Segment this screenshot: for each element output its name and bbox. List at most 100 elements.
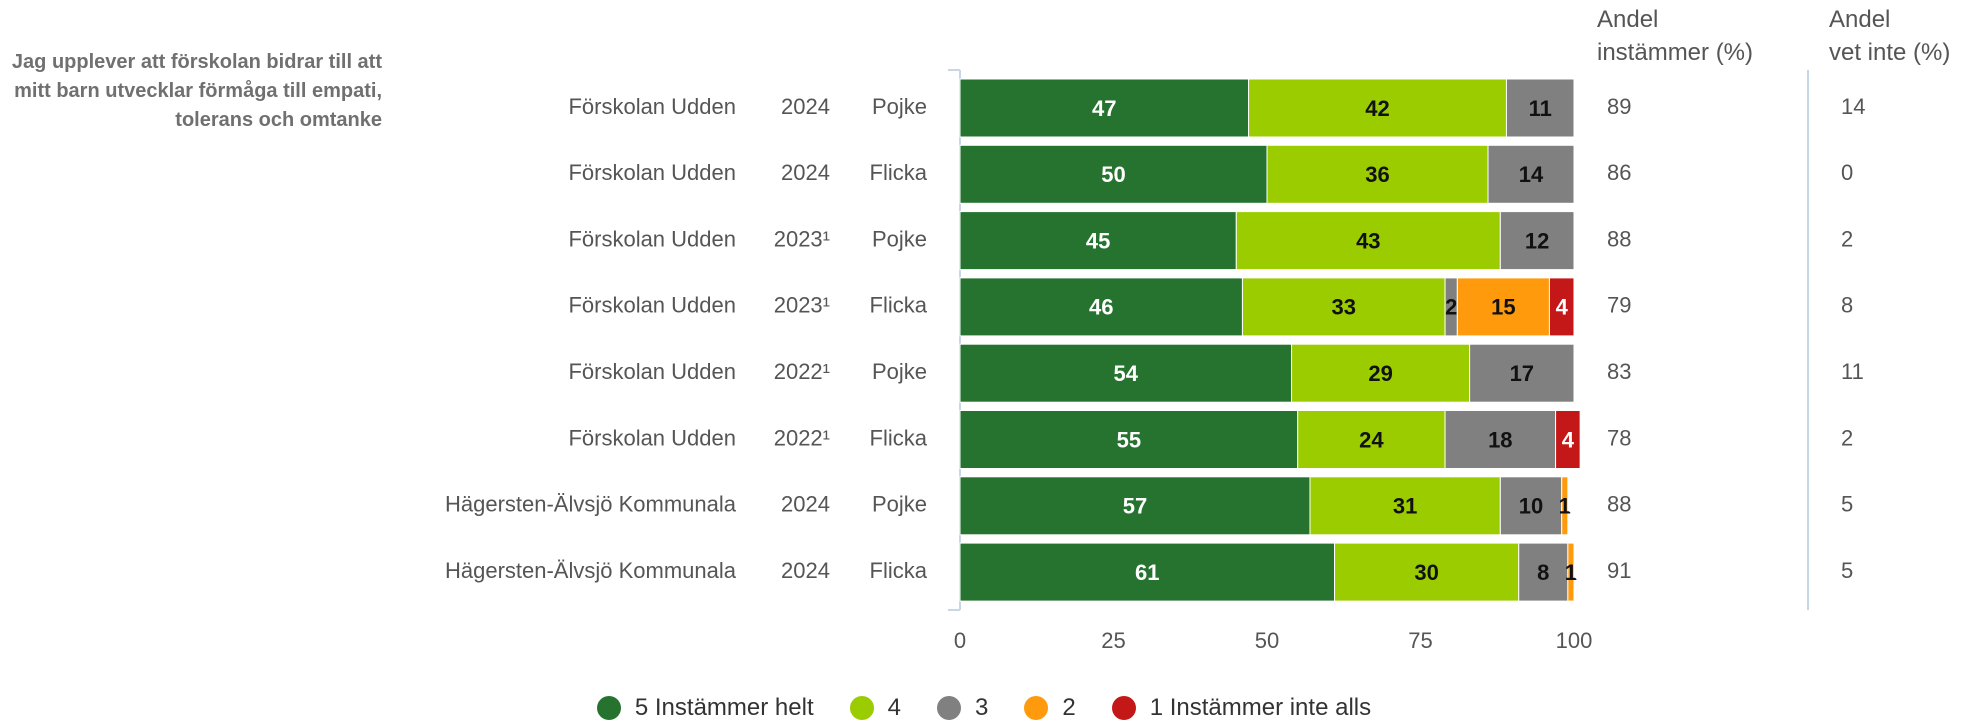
bar-segment: [959, 144, 1268, 204]
row-label-gender: Flicka: [870, 293, 928, 318]
bar-value-label: 61: [1135, 560, 1159, 585]
legend-swatch: [1024, 696, 1049, 720]
row-label-year: 2024: [781, 94, 830, 119]
header-andel-vet-inte-line2: vet inte (%): [1829, 39, 1950, 66]
bar-value-label: 2: [1445, 295, 1457, 320]
bar-value-label: 17: [1510, 361, 1534, 386]
bar-value-label: 0: [1573, 165, 1583, 185]
bar-value-label: 47: [1092, 96, 1116, 121]
bar-value-label: 18: [1488, 427, 1512, 452]
row-label-year: 2023¹: [774, 226, 830, 251]
bar-segment: [1456, 277, 1550, 337]
row-label-gender: Flicka: [870, 425, 928, 450]
andel-vet-inte-value: 11: [1841, 359, 1864, 384]
bar-segment: [959, 410, 1299, 469]
andel-vet-inte-value: 2: [1841, 226, 1853, 251]
bar-segment: [1334, 542, 1520, 602]
andel-instammer-value: 89: [1607, 94, 1631, 119]
bar-value-label: 46: [1089, 295, 1113, 320]
andel-vet-inte-value: 5: [1841, 492, 1853, 517]
bar-segment: [959, 211, 1237, 271]
bar-value-label: 4: [1562, 427, 1575, 452]
row-label-unit: Hägersten-Älvsjö Kommunala: [445, 558, 737, 583]
bar-value-label: 11: [1529, 96, 1552, 121]
andel-vet-inte-value: 2: [1841, 425, 1853, 450]
header-andel-vet-inte-line1: Andel: [1829, 6, 1890, 33]
bar-value-label: 45: [1086, 228, 1110, 253]
bar-segment: [1266, 144, 1489, 204]
bar-segment: [1487, 144, 1575, 204]
x-tick-label: 75: [1408, 628, 1432, 653]
row-label-year: 2022¹: [774, 425, 830, 450]
legend-label: 2: [1062, 694, 1076, 721]
andel-instammer-value: 86: [1607, 160, 1631, 185]
bar-value-label: 1: [1559, 494, 1571, 519]
bar-value-label: 0: [1573, 364, 1583, 384]
bar-segment: [959, 343, 1293, 403]
row-label-unit: Förskolan Udden: [568, 160, 736, 185]
row-label-year: 2024: [781, 492, 830, 517]
bar-value-label: 0: [1573, 231, 1583, 251]
bar-segment: [959, 542, 1336, 602]
bar-value-label: 4: [1556, 295, 1569, 320]
row-label-year: 2024: [781, 160, 830, 185]
row-label-unit: Förskolan Udden: [568, 94, 736, 119]
bar-value-label: 54: [1114, 361, 1139, 386]
bar-value-label: 0: [1573, 99, 1583, 119]
legend-label: 4: [887, 694, 901, 721]
andel-vet-inte-value: 8: [1841, 293, 1853, 318]
bar-value-label: 24: [1359, 427, 1384, 452]
bar-segment: [959, 277, 1243, 337]
bar-segment: [1291, 343, 1471, 403]
andel-vet-inte-value: 5: [1841, 558, 1853, 583]
andel-vet-inte-value: 14: [1841, 94, 1865, 119]
legend-item: 3: [936, 694, 989, 722]
legend-swatch: [849, 696, 874, 720]
bar-segment: [1248, 78, 1507, 138]
bar-value-label: 14: [1519, 162, 1544, 187]
legend-swatch: [936, 696, 961, 720]
bar-segment: [1469, 343, 1575, 403]
bar-segment: [1548, 277, 1575, 337]
bar-value-label: 33: [1332, 295, 1356, 320]
andel-instammer-value: 78: [1607, 425, 1631, 450]
row-label-unit: Hägersten-Älvsjö Kommunala: [445, 492, 737, 517]
legend-swatch: [596, 696, 621, 720]
row-label-year: 2022¹: [774, 359, 830, 384]
bar-value-label: 12: [1525, 228, 1549, 253]
legend-label: 3: [974, 694, 989, 721]
row-label-year: 2023¹: [774, 293, 830, 318]
bar-segment: [959, 476, 1311, 536]
x-tick-label: 0: [954, 628, 966, 653]
andel-instammer-value: 88: [1607, 226, 1631, 251]
x-tick-label: 25: [1101, 628, 1125, 653]
legend-label: 5 Instämmer helt: [634, 694, 814, 721]
bar-value-label: 29: [1368, 361, 1392, 386]
bar-value-label: 8: [1537, 560, 1549, 585]
bar-segment: [1505, 78, 1575, 138]
bar-segment: [1561, 476, 1569, 536]
bar-value-label: 15: [1491, 295, 1515, 320]
header-andel-instammer-line1: Andel: [1597, 6, 1658, 33]
row-label-gender: Pojke: [872, 226, 927, 251]
bar-segment: [1499, 211, 1575, 271]
row-label-year: 2024: [781, 558, 830, 583]
andel-instammer-value: 91: [1607, 558, 1631, 583]
bar-segment: [1309, 476, 1501, 536]
bar-value-label: 42: [1365, 96, 1389, 121]
legend-item: 2: [1024, 694, 1076, 722]
question-title: Jag upplever att förskolan bidrar till a…: [11, 51, 382, 131]
x-tick-label: 100: [1556, 628, 1593, 653]
bar-value-label: 10: [1519, 494, 1543, 519]
header-andel-instammer-line2: instämmer (%): [1597, 39, 1753, 66]
bar-value-label: 1: [1565, 560, 1577, 585]
andel-instammer-value: 79: [1607, 293, 1631, 318]
legend-item: 1 Instämmer inte alls: [1111, 694, 1371, 722]
bar-value-label: 57: [1123, 494, 1147, 519]
row-label-unit: Förskolan Udden: [568, 425, 736, 450]
bar-segment: [959, 78, 1250, 138]
bar-value-label: 43: [1356, 228, 1380, 253]
bar-segment: [1567, 542, 1575, 602]
andel-vet-inte-value: 0: [1841, 160, 1853, 185]
